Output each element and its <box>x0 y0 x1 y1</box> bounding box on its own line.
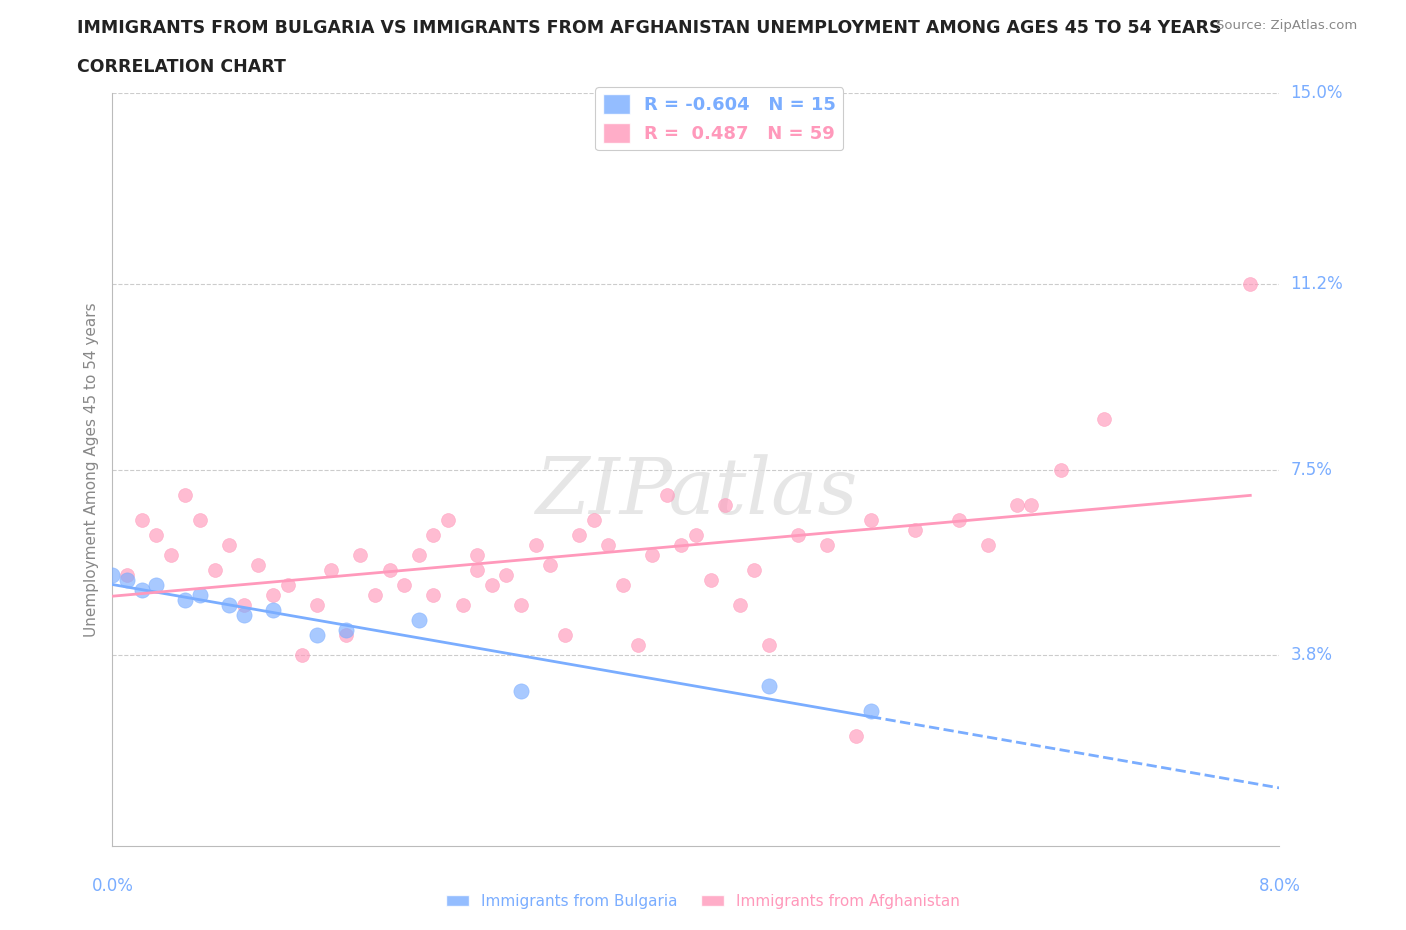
Point <box>218 538 240 552</box>
Point <box>845 728 868 743</box>
Point <box>364 588 387 603</box>
Legend: R = -0.604   N = 15, R =  0.487   N = 59: R = -0.604 N = 15, R = 0.487 N = 59 <box>595 87 844 151</box>
Point <box>188 588 211 603</box>
Point <box>509 598 531 613</box>
Point <box>145 527 167 542</box>
Point <box>627 638 650 653</box>
Point <box>305 628 328 643</box>
Point <box>655 487 678 502</box>
Legend: Immigrants from Bulgaria, Immigrants from Afghanistan: Immigrants from Bulgaria, Immigrants fro… <box>440 888 966 915</box>
Point <box>321 563 343 578</box>
Text: IMMIGRANTS FROM BULGARIA VS IMMIGRANTS FROM AFGHANISTAN UNEMPLOYMENT AMONG AGES : IMMIGRANTS FROM BULGARIA VS IMMIGRANTS F… <box>77 19 1222 36</box>
Point <box>408 613 430 628</box>
Point <box>276 578 298 592</box>
Point <box>1049 462 1071 477</box>
Point <box>422 588 444 603</box>
Point <box>948 512 970 527</box>
Point <box>335 628 357 643</box>
Point <box>495 567 517 582</box>
Point <box>714 498 737 512</box>
Point <box>232 608 254 623</box>
Point <box>115 573 138 588</box>
Point <box>247 558 270 573</box>
Point <box>160 548 183 563</box>
Point <box>174 487 197 502</box>
Point <box>859 512 883 527</box>
Text: 8.0%: 8.0% <box>1258 877 1301 895</box>
Point <box>815 538 838 552</box>
Point <box>232 598 254 613</box>
Point <box>976 538 998 552</box>
Text: 0.0%: 0.0% <box>91 877 134 895</box>
Point <box>218 598 240 613</box>
Point <box>671 538 693 552</box>
Point <box>437 512 460 527</box>
Text: CORRELATION CHART: CORRELATION CHART <box>77 58 287 75</box>
Point <box>408 548 430 563</box>
Point <box>465 548 488 563</box>
Point <box>131 512 153 527</box>
Point <box>568 527 591 542</box>
Text: ZIPatlas: ZIPatlas <box>534 454 858 530</box>
Point <box>582 512 605 527</box>
Point <box>394 578 416 592</box>
Point <box>262 588 284 603</box>
Point <box>174 592 197 607</box>
Point <box>335 623 357 638</box>
Point <box>1021 498 1043 512</box>
Point <box>422 527 444 542</box>
Text: 3.8%: 3.8% <box>1291 646 1333 664</box>
Point <box>904 523 927 538</box>
Point <box>262 603 284 618</box>
Point <box>131 583 153 598</box>
Point <box>465 563 488 578</box>
Point <box>859 703 883 718</box>
Point <box>787 527 810 542</box>
Point <box>758 678 780 693</box>
Point <box>291 648 314 663</box>
Point <box>509 684 531 698</box>
Point <box>305 598 328 613</box>
Point <box>524 538 547 552</box>
Text: 11.2%: 11.2% <box>1291 275 1343 293</box>
Point <box>145 578 167 592</box>
Point <box>612 578 634 592</box>
Point <box>115 567 138 582</box>
Y-axis label: Unemployment Among Ages 45 to 54 years: Unemployment Among Ages 45 to 54 years <box>83 302 98 637</box>
Point <box>349 548 371 563</box>
Point <box>685 527 707 542</box>
Point <box>538 558 561 573</box>
Text: 15.0%: 15.0% <box>1291 84 1343 102</box>
Text: Source: ZipAtlas.com: Source: ZipAtlas.com <box>1216 19 1357 32</box>
Point <box>1005 498 1028 512</box>
Point <box>758 638 780 653</box>
Point <box>598 538 620 552</box>
Point <box>188 512 211 527</box>
Point <box>378 563 401 578</box>
Point <box>699 573 721 588</box>
Point <box>1239 276 1261 291</box>
Point <box>554 628 576 643</box>
Point <box>641 548 664 563</box>
Text: 7.5%: 7.5% <box>1291 460 1333 479</box>
Point <box>101 567 124 582</box>
Point <box>1094 412 1116 427</box>
Point <box>728 598 751 613</box>
Point <box>481 578 503 592</box>
Point <box>742 563 765 578</box>
Point <box>451 598 474 613</box>
Point <box>204 563 226 578</box>
